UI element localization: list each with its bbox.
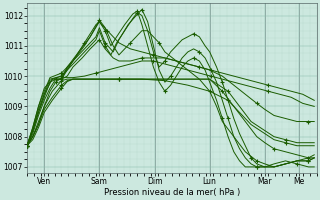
X-axis label: Pression niveau de la mer( hPa ): Pression niveau de la mer( hPa ) xyxy=(104,188,240,197)
